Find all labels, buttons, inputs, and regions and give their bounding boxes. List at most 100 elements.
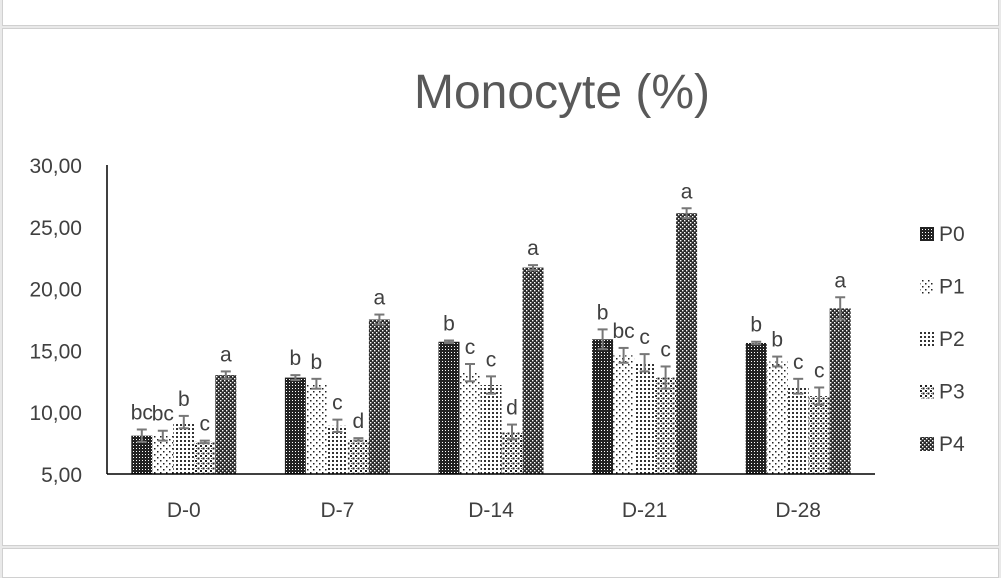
bar-P4-D-21 (676, 213, 698, 475)
significance-letter: bc (152, 403, 174, 426)
significance-letter: a (681, 180, 693, 203)
error-bar-P1-D-14 (465, 362, 475, 383)
error-bar-P2-D-28 (793, 377, 804, 395)
y-tick-label: 25,00 (29, 217, 82, 240)
significance-letter: bc (131, 402, 153, 425)
error-bar-P2-D-0 (178, 414, 189, 430)
significance-letter: a (220, 343, 232, 366)
legend-item-P3: P3 (920, 381, 965, 404)
bar-P2-D-28 (787, 386, 809, 474)
error-bar-P2-D-7 (332, 418, 343, 433)
error-bar-P3-D-0 (199, 439, 210, 445)
previous-chart-panel (2, 0, 999, 26)
significance-letter: c (793, 351, 804, 374)
bar-P2-D-21 (634, 362, 656, 474)
error-bar-P4-D-7 (374, 313, 385, 326)
error-bar-P1-D-0 (157, 429, 168, 442)
x-tick-label: D-14 (468, 499, 514, 522)
chart-title: Monocyte (%) (414, 66, 710, 119)
error-bars-group (136, 207, 846, 445)
x-tick-label: D-28 (775, 499, 821, 522)
bar-P0-D-14 (438, 341, 460, 474)
legend-item-P1: P1 (920, 276, 965, 299)
bar-P2-D-0 (173, 422, 195, 474)
error-bar-P0-D-28 (751, 340, 762, 346)
significance-letter: d (353, 410, 365, 433)
significance-letter: b (597, 301, 609, 324)
significance-letter: c (200, 413, 211, 436)
significance-letter: b (771, 329, 783, 352)
error-bar-P3-D-28 (814, 386, 825, 406)
x-tick-label: D-21 (622, 499, 668, 522)
significance-letter: c (465, 336, 476, 359)
significance-letter: c (332, 392, 343, 415)
bar-P1-D-21 (613, 355, 635, 474)
legend-item-P2: P2 (920, 328, 965, 351)
legend-label: P1 (939, 276, 965, 299)
error-bar-P2-D-21 (639, 353, 650, 373)
bar-P4-D-28 (829, 308, 851, 474)
bar-P3-D-28 (808, 396, 830, 474)
bar-P3-D-0 (194, 441, 216, 474)
significance-letter: b (178, 388, 190, 411)
error-bar-P3-D-7 (353, 437, 364, 442)
error-bar-P3-D-21 (660, 365, 671, 390)
legend-swatch (920, 437, 934, 451)
bar-P2-D-14 (480, 385, 502, 474)
bar-P0-D-28 (745, 342, 767, 474)
legend-swatch (920, 227, 934, 241)
bar-P1-D-0 (152, 435, 174, 474)
significance-letter: a (527, 237, 539, 260)
significance-letter: b (443, 313, 455, 336)
error-bar-P1-D-28 (772, 355, 783, 368)
y-tick-label: 10,00 (29, 402, 82, 425)
bar-P3-D-21 (655, 377, 677, 474)
x-tick-label: D-7 (320, 499, 354, 522)
legend-item-P4: P4 (920, 433, 965, 456)
legend-item-P0: P0 (920, 223, 965, 246)
bar-P1-D-28 (766, 361, 788, 474)
significance-letter: a (374, 287, 386, 310)
legend-swatch (920, 279, 934, 294)
significance-letter: b (750, 314, 762, 337)
bar-P4-D-0 (215, 375, 237, 474)
error-bar-P0-D-21 (597, 328, 608, 351)
error-bar-P4-D-28 (835, 296, 846, 321)
significance-letter: bc (613, 320, 635, 343)
legend: P0 P1 P2 P3 P4 (920, 223, 965, 456)
error-bar-P2-D-14 (486, 375, 496, 395)
bar-P1-D-7 (305, 383, 327, 474)
error-bar-P4-D-21 (681, 207, 692, 220)
bars-group (131, 213, 851, 475)
y-tick-label: 30,00 (29, 155, 82, 178)
y-tick-label: 15,00 (29, 340, 82, 363)
x-tick-label: D-0 (167, 499, 201, 522)
legend-label: P3 (939, 381, 965, 404)
bar-P0-D-7 (284, 377, 306, 474)
bar-P2-D-7 (326, 425, 348, 474)
y-tick-label: 5,00 (41, 464, 82, 487)
monocyte-bar-chart: Monocyte (%) 5,00 10,00 15,00 20,00 25,00 30,… (29, 66, 965, 522)
significance-letter: c (660, 338, 671, 361)
error-bar-P1-D-7 (311, 377, 322, 390)
error-bar-P4-D-0 (220, 370, 231, 380)
legend-swatch (920, 384, 934, 399)
y-axis-ticks: 5,00 10,00 15,00 20,00 25,00 30,00 (29, 155, 82, 487)
error-bar-P3-D-14 (507, 423, 517, 441)
significance-letter: b (311, 351, 323, 374)
bar-P3-D-14 (501, 431, 523, 474)
bar-P4-D-7 (368, 319, 390, 474)
bar-P0-D-0 (131, 435, 153, 474)
bar-P3-D-7 (347, 439, 369, 474)
significance-letter: b (290, 347, 302, 370)
legend-label: P4 (939, 433, 965, 456)
legend-swatch (920, 332, 934, 346)
significance-letter: d (506, 397, 518, 420)
legend-label: P0 (939, 223, 965, 246)
y-tick-label: 20,00 (29, 279, 82, 302)
significance-letter: c (486, 348, 497, 371)
legend-label: P2 (939, 328, 965, 351)
error-bar-P0-D-0 (136, 428, 147, 443)
bar-P0-D-21 (592, 339, 614, 474)
